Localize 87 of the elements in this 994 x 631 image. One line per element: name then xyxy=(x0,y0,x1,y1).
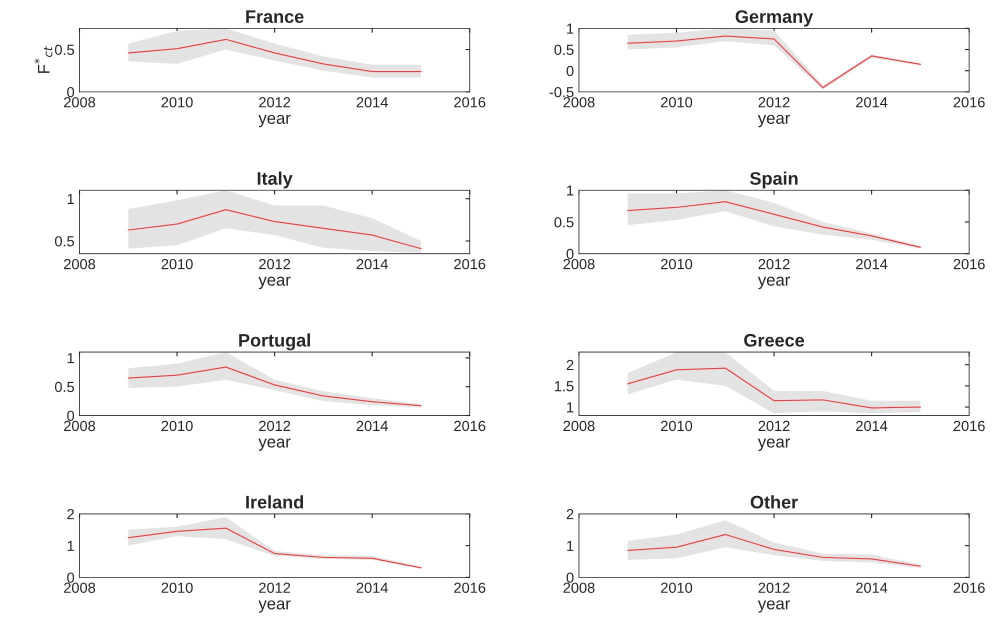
x-axis-title: year xyxy=(758,114,790,128)
x-tick-label: 2008 xyxy=(64,97,96,108)
y-tick-label: 1 xyxy=(567,540,574,551)
y-tick-label: 0 xyxy=(67,572,74,583)
x-tick-label: 2012 xyxy=(758,582,790,593)
chart-title: France xyxy=(246,10,304,24)
chart-title: Germany xyxy=(736,10,814,27)
y-tick-label: 1 xyxy=(68,353,74,364)
x-tick-label: 2012 xyxy=(758,97,790,108)
x-tick-label: 2014 xyxy=(856,97,888,108)
x-tick-label: 2016 xyxy=(454,582,486,593)
x-tick-label: 2014 xyxy=(356,258,388,270)
chart-title: Italy xyxy=(258,172,293,188)
chart-title: Other xyxy=(750,495,798,509)
x-tick-label: 2012 xyxy=(259,420,290,432)
x-tick-label: 2012 xyxy=(259,582,290,593)
x-axis-title: year xyxy=(258,114,291,128)
x-tick-label: 2008 xyxy=(563,97,595,108)
x-tick-label: 2008 xyxy=(64,420,96,432)
x-tick-label: 2008 xyxy=(563,582,595,593)
y-tick-label: 0.5 xyxy=(54,236,74,246)
y-tick-label: 0.5 xyxy=(54,382,74,392)
x-axis-title: year xyxy=(258,600,291,613)
y-tick-label: -0.5 xyxy=(550,86,574,98)
line-series xyxy=(627,201,921,248)
x-tick-label: 2014 xyxy=(856,420,888,432)
y-tick-label: 0 xyxy=(566,66,574,76)
y-axis-title: F$^{*}$$_{ct}$ xyxy=(34,46,52,73)
x-axis-title: year xyxy=(258,438,291,451)
line-series xyxy=(128,528,422,568)
x-tick-label: 2010 xyxy=(162,582,193,593)
x-tick-label: 2016 xyxy=(954,97,985,108)
x-tick-label: 2010 xyxy=(162,420,193,432)
x-tick-label: 2012 xyxy=(758,258,790,270)
line-series xyxy=(128,209,422,250)
chart-title: Greece xyxy=(744,334,804,347)
chart-title: Portugal xyxy=(239,333,310,350)
y-tick-label: 0.5 xyxy=(554,217,574,228)
y-tick-label: 0.5 xyxy=(554,44,574,55)
y-tick-label: 1 xyxy=(567,24,574,34)
x-tick-label: 2016 xyxy=(454,420,486,432)
y-tick-label: 2 xyxy=(67,509,74,520)
x-tick-label: 2016 xyxy=(954,258,985,270)
y-tick-label: 1.5 xyxy=(554,381,574,392)
chart-title: Ireland xyxy=(246,495,304,509)
x-tick-label: 2014 xyxy=(356,97,388,108)
x-tick-label: 2016 xyxy=(454,97,486,108)
y-tick-label: 0 xyxy=(566,248,574,260)
y-tick-label: 2 xyxy=(566,509,574,520)
line-series xyxy=(128,38,422,72)
line-series xyxy=(128,366,422,406)
line-series xyxy=(627,534,921,567)
y-tick-label: 1 xyxy=(567,402,574,412)
y-tick-label: 0 xyxy=(566,572,574,583)
x-tick-label: 2014 xyxy=(356,582,388,593)
x-tick-label: 2010 xyxy=(661,258,692,270)
x-tick-label: 2016 xyxy=(454,258,486,270)
x-axis-title: year xyxy=(258,276,291,290)
x-tick-label: 2010 xyxy=(661,582,692,593)
x-tick-label: 2014 xyxy=(856,258,888,270)
x-tick-label: 2008 xyxy=(563,420,595,432)
x-tick-label: 2012 xyxy=(259,97,290,108)
x-tick-label: 2010 xyxy=(661,420,692,432)
y-tick-label: 1 xyxy=(68,540,74,551)
y-tick-label: 1 xyxy=(68,194,74,204)
x-tick-label: 2012 xyxy=(259,258,290,270)
x-axis-title: year xyxy=(758,276,790,290)
x-tick-label: 2016 xyxy=(954,582,985,593)
x-tick-label: 2014 xyxy=(356,420,388,432)
y-tick-label: 2 xyxy=(566,360,574,370)
x-axis-title: year xyxy=(758,438,790,451)
y-tick-label: 0 xyxy=(67,410,74,421)
x-tick-label: 2008 xyxy=(563,258,595,270)
x-tick-label: 2008 xyxy=(64,582,96,593)
x-tick-label: 2010 xyxy=(162,258,193,270)
y-tick-label: 1 xyxy=(567,185,574,196)
y-tick-label: 0.5 xyxy=(54,44,74,55)
x-tick-label: 2012 xyxy=(758,420,790,432)
x-tick-label: 2016 xyxy=(954,420,985,432)
x-tick-label: 2010 xyxy=(661,97,692,108)
chart-title: Spain xyxy=(750,172,798,188)
x-tick-label: 2014 xyxy=(856,582,888,593)
x-axis-title: year xyxy=(758,600,790,613)
x-tick-label: 2008 xyxy=(64,258,96,270)
x-tick-label: 2010 xyxy=(162,97,193,108)
line-series xyxy=(627,368,921,408)
y-tick-label: 0 xyxy=(67,86,74,98)
